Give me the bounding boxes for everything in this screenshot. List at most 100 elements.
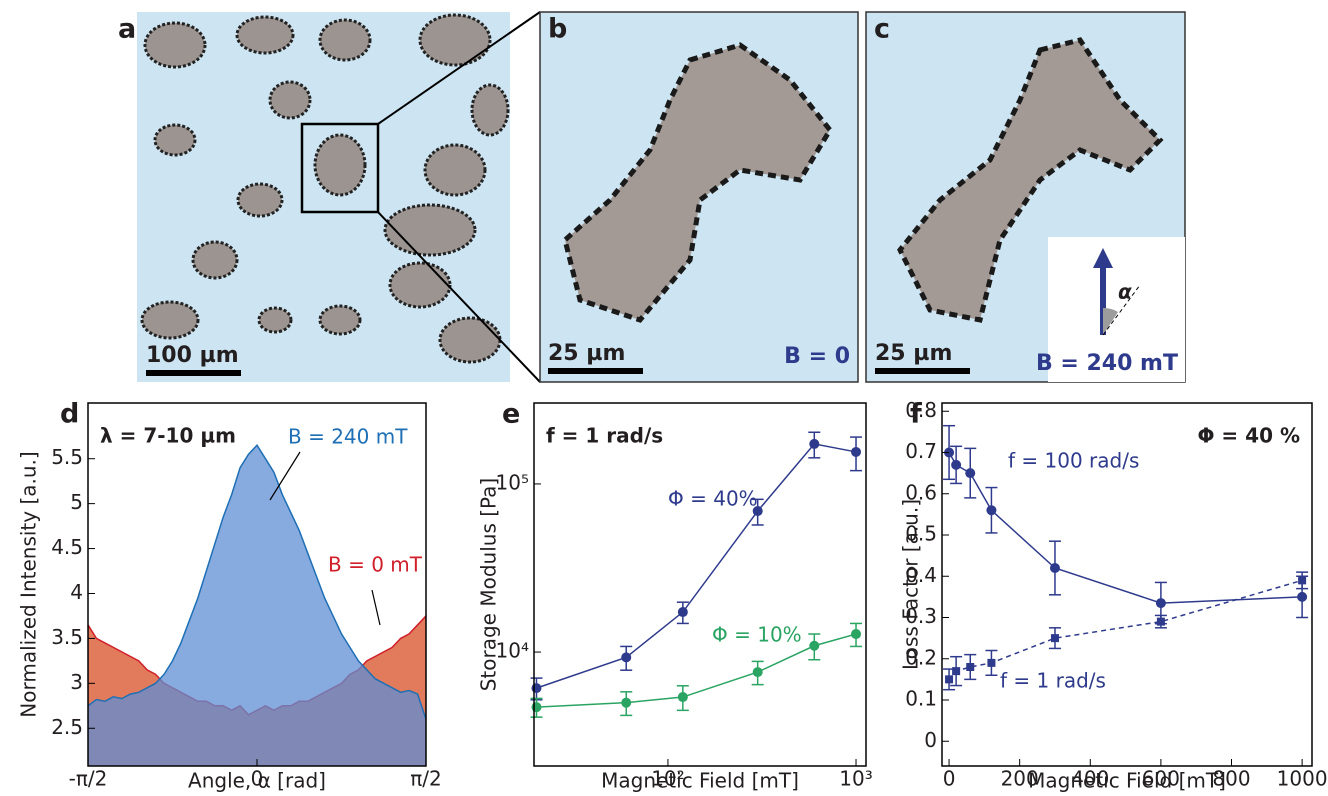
- chart-f: 0 200 400 600 800 1000 0 0.1 0.2 0.3 0.4 0.5 0.6 0.7 0…: [899, 398, 1328, 793]
- marker: [966, 663, 975, 671]
- legend-label: B = 0 mT: [328, 553, 423, 577]
- marker: [809, 640, 820, 651]
- x-tick-label: 10²: [651, 767, 684, 791]
- inset-legend: [1048, 237, 1185, 382]
- marker: [1298, 576, 1307, 585]
- field-caption: B = 240 mT: [1036, 351, 1178, 376]
- scale-bar: [146, 370, 241, 376]
- annotation: λ = 7-10 µm: [100, 424, 236, 448]
- marker: [952, 667, 961, 676]
- particle-cluster: [897, 37, 1164, 323]
- y-tick-label: 5.5: [51, 445, 83, 469]
- marker: [1155, 598, 1166, 609]
- y-tick-label: 2.5: [51, 715, 83, 739]
- legend-label: B = 240 mT: [288, 425, 408, 449]
- legend-label: Φ = 40%: [668, 487, 758, 511]
- panel-label: a: [118, 14, 136, 45]
- area-edge: [87, 444, 427, 720]
- plot-frame: [533, 402, 867, 767]
- annotation: f = 1 rad/s: [546, 424, 663, 448]
- marker: [752, 506, 763, 517]
- y-axis-label: Normalized Intensity [a.u.]: [17, 451, 41, 717]
- marker: [677, 607, 688, 618]
- line: [536, 443, 857, 689]
- particle-clusters: [140, 13, 510, 364]
- area: [88, 445, 426, 766]
- x-tick-label: -π/2: [69, 767, 108, 791]
- marker: [1050, 634, 1059, 643]
- annotation: Φ = 40 %: [1197, 424, 1300, 448]
- x-tick-label: 1000: [1277, 767, 1328, 791]
- y-tick-label: 0.4: [905, 563, 937, 587]
- x-tick-label: π/2: [410, 767, 442, 791]
- y-tick-label: 10⁴: [496, 639, 529, 663]
- y-axis-label: Storage Modulus [Pa]: [477, 478, 501, 692]
- scale-bar-label: 25 µm: [875, 341, 952, 366]
- marker: [531, 702, 542, 713]
- line: [536, 633, 857, 708]
- field-caption: B = 0: [784, 344, 850, 369]
- panel-label: b: [548, 14, 567, 45]
- marker: [965, 468, 976, 479]
- y-tick-label: 0.3: [905, 604, 937, 628]
- zoom-line: [377, 211, 541, 383]
- x-axis-label: Magnetic Field [mT]: [1028, 769, 1226, 793]
- chart-e: 10² 10³ 10⁴ 10⁵ Magnetic Field [mT] Storage M…: [477, 399, 873, 793]
- panel-label: c: [874, 14, 890, 45]
- marker: [677, 692, 688, 703]
- angle-label: α: [1118, 280, 1132, 304]
- x-tick-label: 0: [943, 767, 956, 791]
- marker: [621, 652, 632, 663]
- y-tick-label: 0.6: [905, 480, 937, 504]
- marker: [951, 459, 962, 470]
- panel-label: f: [910, 399, 922, 430]
- x-axis-label: Angle, α [rad]: [188, 769, 326, 793]
- scale-bar: [875, 368, 970, 374]
- marker: [809, 438, 820, 449]
- scale-bar-label: 25 µm: [548, 341, 625, 366]
- inset-box: [300, 122, 380, 214]
- y-tick-label: 3: [70, 670, 83, 694]
- x-tick-label: 400: [1071, 767, 1109, 791]
- scale-bar-label: 100 µm: [146, 343, 239, 368]
- y-tick-label: 4: [70, 580, 83, 604]
- y-tick-label: 0.2: [905, 645, 937, 669]
- marker: [1297, 591, 1308, 602]
- x-tick-label: 800: [1212, 767, 1250, 791]
- x-tick-label: 600: [1142, 767, 1180, 791]
- line: [948, 452, 1303, 604]
- particle-cluster: [562, 42, 834, 323]
- x-axis-label: Magnetic Field [mT]: [601, 769, 799, 793]
- marker: [986, 505, 997, 516]
- zoom-line: [377, 11, 541, 125]
- legend-label: f = 1 rad/s: [1000, 669, 1106, 693]
- y-axis-label: Loss Factor [a.u.]: [899, 499, 923, 670]
- y-tick-label: 0: [924, 728, 937, 752]
- x-tick-label: 10³: [839, 767, 872, 791]
- marker: [531, 683, 542, 694]
- x-tick-label: 0: [251, 767, 264, 791]
- y-tick-label: 10⁵: [496, 470, 529, 494]
- panel-label: e: [502, 399, 520, 430]
- marker: [1156, 617, 1165, 626]
- marker: [851, 629, 862, 640]
- marker: [945, 675, 954, 684]
- chart-d: -π/2 0 π/2 2.5 3 3.5 4 4.5 5 5.5 Angle, α [rad] Nor…: [17, 399, 442, 793]
- y-tick-label: 0.7: [905, 439, 937, 463]
- y-tick-label: 3.5: [51, 625, 83, 649]
- marker: [1049, 563, 1060, 573]
- marker: [851, 446, 862, 457]
- scale-bar: [548, 368, 643, 374]
- y-tick-label: 0.5: [905, 522, 937, 546]
- x-tick-label: 200: [1001, 767, 1039, 791]
- marker: [621, 697, 632, 708]
- plot-frame: [941, 402, 1313, 767]
- marker: [752, 667, 763, 678]
- legend-label: f = 100 rad/s: [1008, 449, 1139, 473]
- legend-label: Φ = 10%: [712, 623, 802, 647]
- y-tick-label: 0.8: [905, 398, 937, 422]
- field-arrow-head: [1093, 248, 1113, 268]
- angle-line: [1102, 284, 1141, 336]
- leader-line: [269, 451, 301, 501]
